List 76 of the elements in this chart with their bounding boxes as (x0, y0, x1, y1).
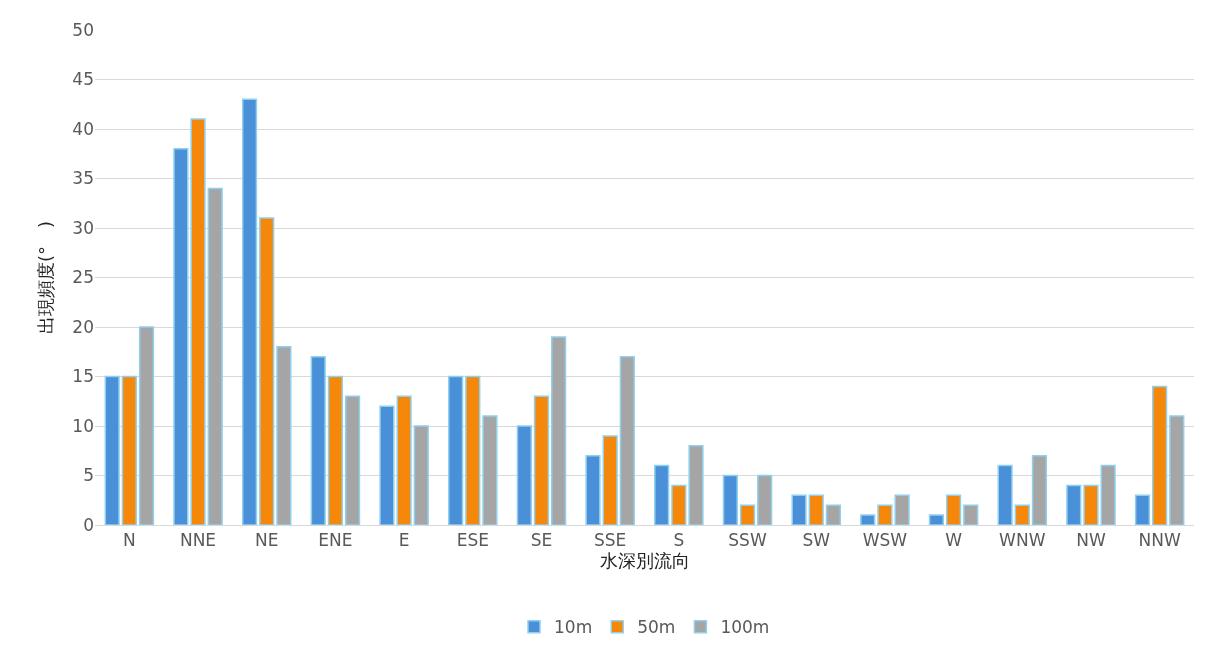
bar (585, 454, 601, 525)
bar (104, 375, 120, 525)
x-tick-label: SE (530, 530, 553, 551)
y-tick-label: 25 (72, 267, 94, 288)
bar (945, 494, 962, 525)
bar (619, 355, 635, 525)
bar (413, 425, 429, 525)
bar (860, 514, 876, 525)
y-tick-label: 40 (72, 118, 94, 139)
y-tick-label: 35 (72, 168, 94, 189)
y-axis-title: 出現頻度(° ) (34, 220, 56, 335)
bar (997, 464, 1013, 525)
bar (190, 118, 206, 525)
bar (1134, 494, 1151, 525)
bar (791, 494, 807, 525)
y-tick-label: 45 (72, 69, 94, 90)
bar (276, 346, 292, 525)
bar (1014, 504, 1030, 525)
bar (259, 217, 275, 525)
x-tick-label: SW (802, 530, 831, 551)
y-tick-label: 30 (72, 217, 94, 238)
bar (671, 484, 687, 525)
x-axis-title: 水深別流向 (599, 550, 690, 572)
x-tick-label: NW (1076, 530, 1106, 551)
bar (602, 435, 618, 525)
bar (928, 514, 945, 525)
bar (327, 375, 344, 525)
x-tick-label: NNE (179, 530, 217, 551)
bar (138, 326, 155, 525)
bar (447, 375, 464, 525)
y-tick-label: 15 (72, 366, 94, 387)
bar (654, 464, 670, 525)
bar (739, 504, 756, 525)
y-tick-label: 10 (72, 415, 94, 436)
x-tick-label: SSW (728, 530, 767, 551)
legend-label: 100m (720, 617, 770, 638)
bar (516, 425, 532, 525)
legend-label: 50m (637, 617, 676, 638)
bar (207, 187, 223, 525)
bar (1031, 454, 1048, 525)
bar (1152, 385, 1168, 525)
x-tick-label: WSW (862, 530, 908, 551)
y-tick-label: 50 (72, 19, 94, 40)
x-tick-label: ENE (318, 530, 353, 551)
bar (688, 445, 704, 525)
bar (121, 375, 137, 525)
bar (757, 474, 773, 525)
x-tick-label: E (398, 530, 410, 551)
x-tick-label: NE (254, 530, 279, 551)
bar (1100, 464, 1116, 525)
bar (825, 504, 842, 525)
x-tick-label: SSE (594, 530, 627, 551)
x-tick-label: W (945, 530, 963, 551)
legend-label: 10m (554, 617, 593, 638)
x-tick-label: N (122, 530, 136, 551)
bar (963, 504, 979, 525)
bar (1066, 484, 1082, 525)
bar (173, 148, 189, 525)
bar (722, 474, 738, 525)
bar (533, 395, 550, 525)
bar (1169, 415, 1185, 525)
x-tick-label: S (673, 530, 685, 551)
x-tick-label: WNW (999, 530, 1046, 551)
bar (482, 415, 498, 525)
bar (465, 375, 481, 525)
bar (241, 98, 258, 525)
y-tick-label: 5 (83, 465, 94, 486)
x-tick-label: ESE (456, 530, 489, 551)
bar (310, 355, 326, 525)
bar (551, 336, 567, 525)
y-tick-label: 0 (83, 514, 94, 535)
x-tick-label: NNW (1138, 530, 1181, 551)
bar (344, 395, 361, 525)
bar (1083, 484, 1099, 525)
bar (808, 494, 824, 525)
y-tick-label: 20 (72, 316, 94, 337)
